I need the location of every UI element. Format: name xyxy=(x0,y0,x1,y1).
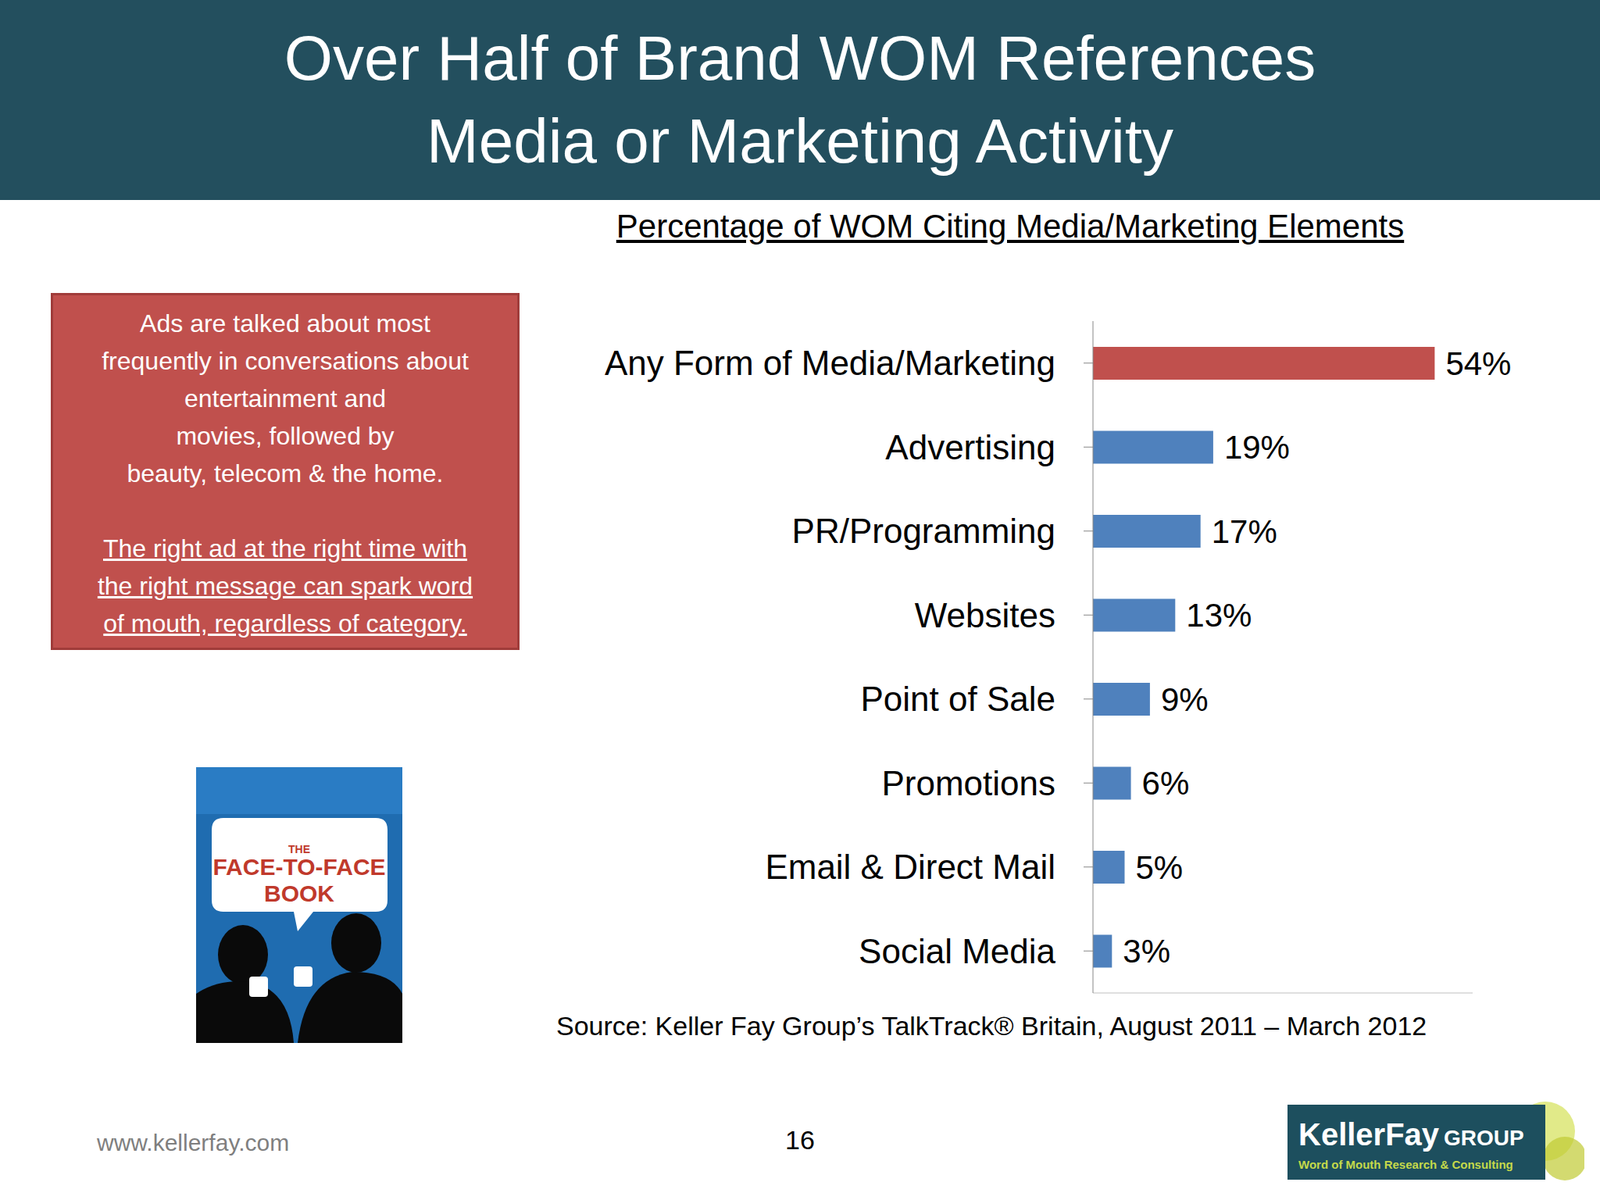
html-text:Source: Keller Fay Group’s Tal: Source: Keller Fay Group’s TalkTrack® Br… xyxy=(556,1010,1427,1041)
svg-text:BOOK: BOOK xyxy=(264,880,335,907)
svg-text:54%: 54% xyxy=(1445,345,1511,383)
svg-text:5%: 5% xyxy=(1135,849,1184,886)
svg-text:Email & Direct Mail: Email & Direct Mail xyxy=(764,847,1056,886)
html-text:of mouth, regardless of catego: of mouth, regardless of category. xyxy=(103,609,467,638)
svg-text:Point of Sale: Point of Sale xyxy=(860,679,1057,718)
svg-text:17%: 17% xyxy=(1211,513,1278,550)
svg-text:PR/Programming: PR/Programming xyxy=(792,511,1056,550)
svg-text:9%: 9% xyxy=(1160,681,1209,718)
html-text:the right message can spark wo: the right message can spark word xyxy=(97,571,473,600)
html-text:frequently in conversations ab: frequently in conversations about xyxy=(101,346,469,375)
svg-text:GROUP: GROUP xyxy=(1443,1125,1525,1150)
html-text:Over Half of Brand WOM Referen: Over Half of Brand WOM References xyxy=(284,23,1316,93)
html-text:Ads are talked about most: Ads are talked about most xyxy=(139,309,431,338)
svg-text:6%: 6% xyxy=(1142,764,1190,802)
html-text:movies, followed by: movies, followed by xyxy=(176,421,395,450)
svg-text:Word of Mouth Research & Consu: Word of Mouth Research & Consulting xyxy=(1298,1157,1514,1172)
svg-text:KellerFay: KellerFay xyxy=(1298,1117,1440,1152)
html-text:beauty, telecom & the home.: beauty, telecom & the home. xyxy=(126,459,444,488)
svg-text:FACE-TO-FACE: FACE-TO-FACE xyxy=(212,853,386,880)
svg-text:3%: 3% xyxy=(1122,932,1171,970)
html-text:entertainment and: entertainment and xyxy=(184,384,386,413)
html-text:The right ad at the right time: The right ad at the right time with xyxy=(103,534,468,563)
svg-text:THE: THE xyxy=(288,842,311,856)
svg-text:Promotions: Promotions xyxy=(881,764,1056,803)
html-text:16: 16 xyxy=(785,1125,815,1155)
svg-text:19%: 19% xyxy=(1224,428,1290,466)
svg-text:Websites: Websites xyxy=(914,596,1056,635)
html-text:Percentage of WOM Citing Media: Percentage of WOM Citing Media/Marketing… xyxy=(616,207,1405,245)
svg-text:Social Media: Social Media xyxy=(858,932,1056,971)
svg-text:Any Form of Media/Marketing: Any Form of Media/Marketing xyxy=(604,343,1056,383)
svg-text:13%: 13% xyxy=(1185,596,1252,634)
html-text:Media or Marketing Activity: Media or Marketing Activity xyxy=(426,106,1174,176)
svg-text:Advertising: Advertising xyxy=(885,428,1056,467)
html-text:www.kellerfay.com: www.kellerfay.com xyxy=(96,1129,290,1156)
